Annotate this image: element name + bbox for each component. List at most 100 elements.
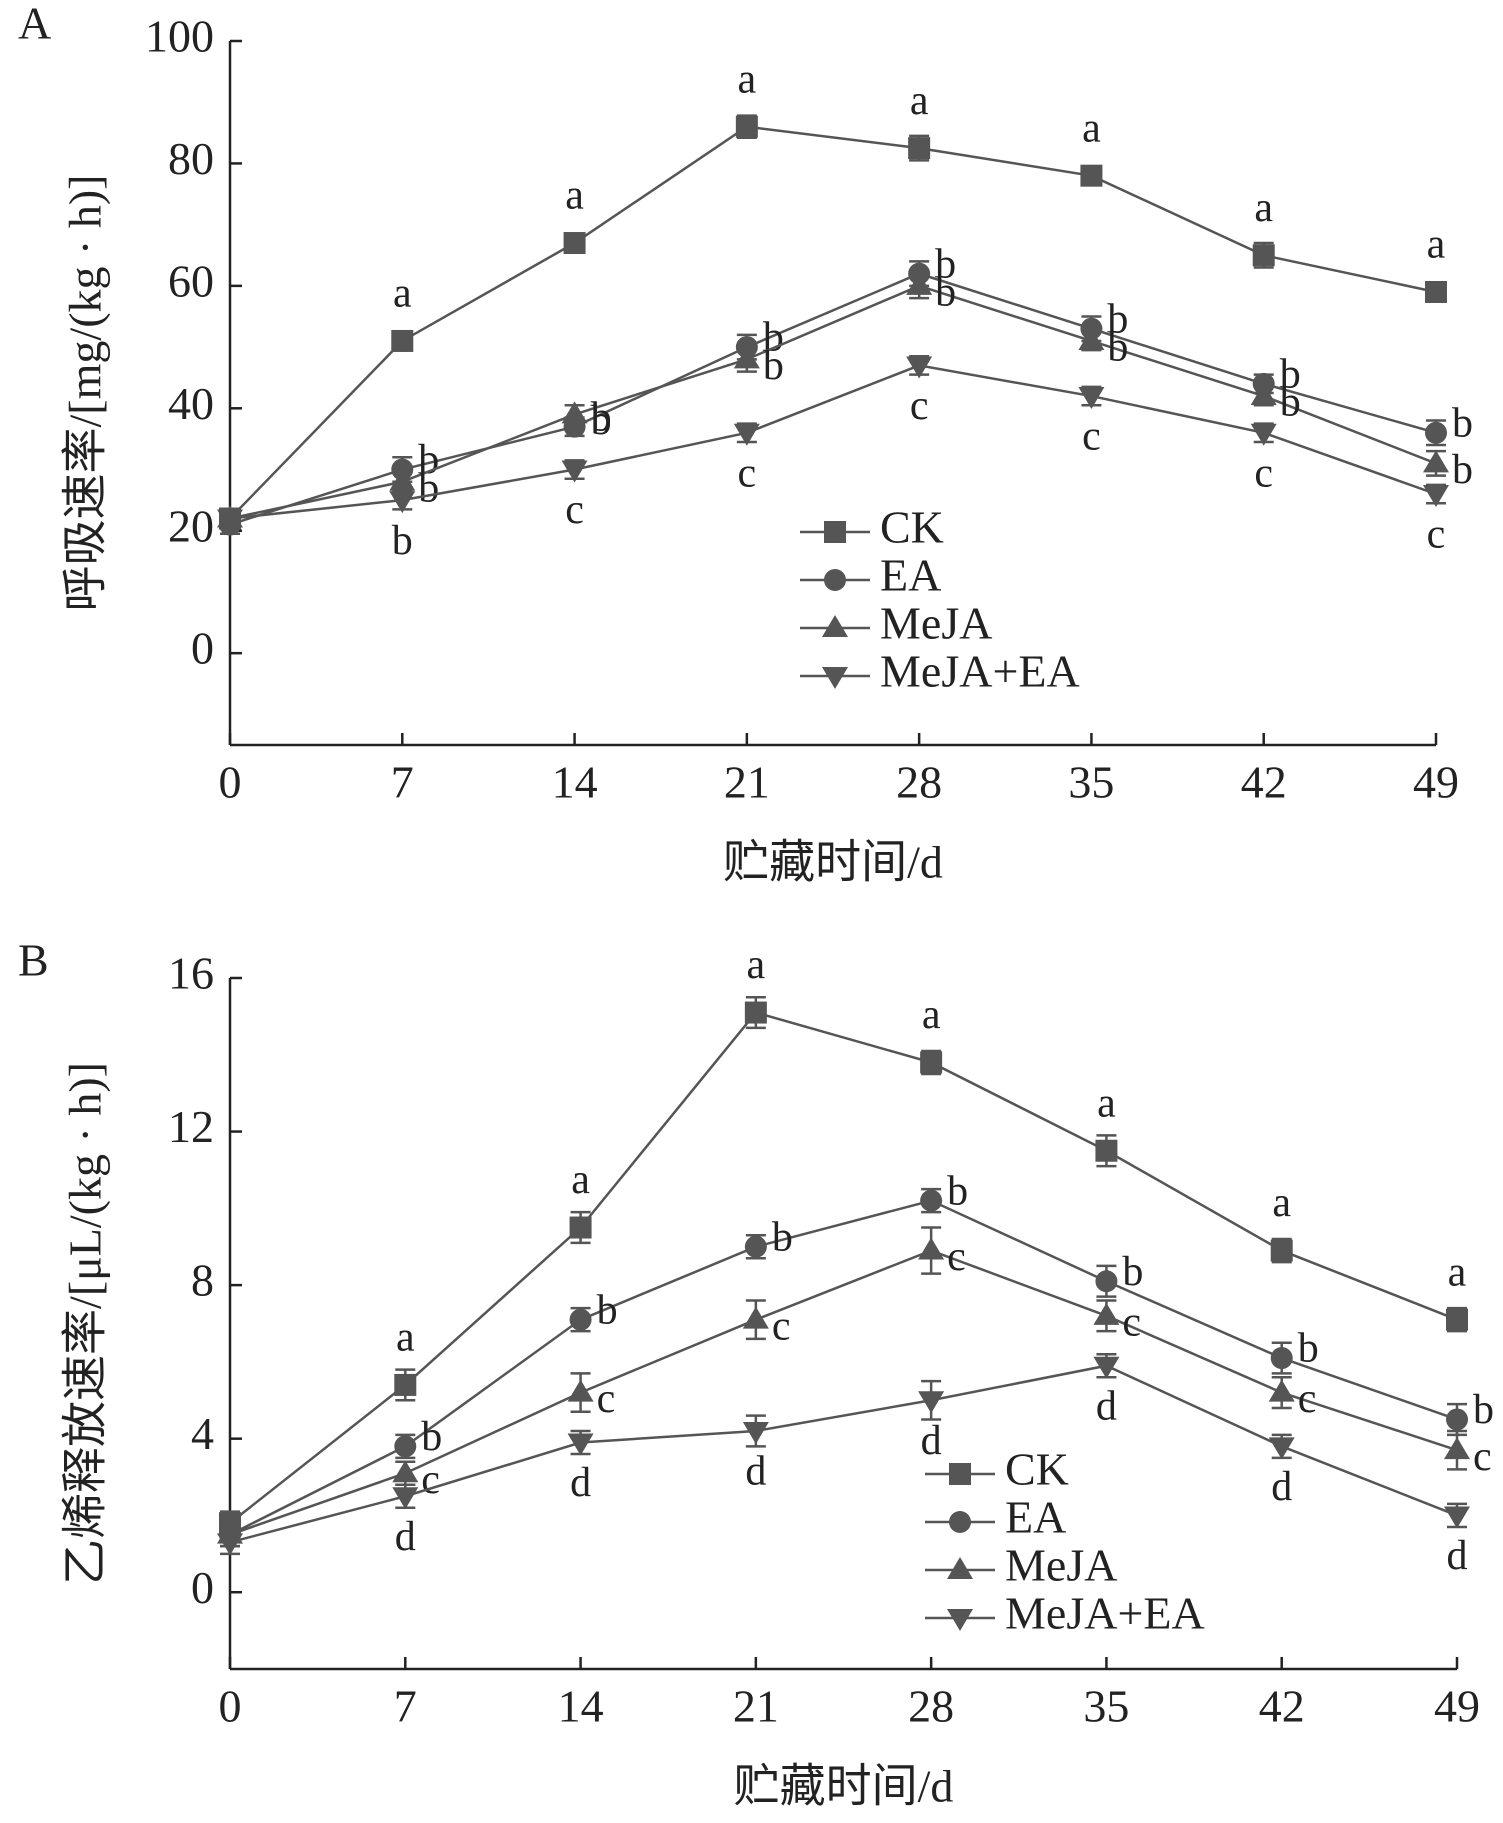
series-line xyxy=(229,364,1437,520)
significance-letter: a xyxy=(1427,222,1446,268)
marker xyxy=(392,1487,419,1510)
significance-letter: c xyxy=(1298,1376,1317,1422)
significance-letter: a xyxy=(1097,1080,1116,1126)
significance-letter: b xyxy=(935,270,956,316)
y-tick-label: 0 xyxy=(191,1562,214,1613)
significance-letter: d xyxy=(921,1418,942,1464)
marker xyxy=(1250,383,1277,406)
panel-label: A xyxy=(18,0,51,49)
marker xyxy=(567,1433,594,1456)
significance-letter: b xyxy=(421,1414,442,1460)
significance-letter: b xyxy=(1122,1249,1143,1295)
x-tick-label: 7 xyxy=(394,1681,417,1732)
significance-letter: a xyxy=(747,942,766,988)
marker xyxy=(1425,280,1447,303)
x-tick-label: 0 xyxy=(219,757,242,808)
marker xyxy=(918,1391,945,1414)
significance-letter: b xyxy=(597,1287,618,1333)
legend-label: EA xyxy=(1005,1492,1066,1543)
significance-letter: b xyxy=(591,394,612,440)
marker xyxy=(563,232,586,255)
significance-letter: b xyxy=(763,343,784,389)
significance-letter: a xyxy=(1082,105,1101,151)
series-line xyxy=(229,125,1437,520)
series-line xyxy=(229,1011,1458,1525)
marker xyxy=(906,356,933,379)
x-tick-label: 21 xyxy=(724,757,770,808)
y-tick-label: 20 xyxy=(168,500,214,551)
marker xyxy=(1444,1506,1470,1529)
y-tick-label: 0 xyxy=(191,623,214,674)
marker xyxy=(744,1001,767,1024)
y-tick-label: 40 xyxy=(168,378,214,429)
y-tick-label: 16 xyxy=(168,948,214,999)
marker xyxy=(920,1189,943,1212)
y-axis-label: 乙烯释放速率/[μL/(kg · h)] xyxy=(60,1062,111,1585)
significance-letter: a xyxy=(393,271,412,317)
significance-letter: b xyxy=(1280,351,1301,397)
marker xyxy=(1078,387,1105,410)
significance-letter: c xyxy=(910,383,929,429)
panel-label: B xyxy=(18,935,49,986)
significance-letter: c xyxy=(565,487,584,533)
x-tick-label: 14 xyxy=(558,1681,604,1732)
marker xyxy=(217,509,243,532)
x-tick-label: 42 xyxy=(1259,1681,1305,1732)
marker xyxy=(391,329,414,352)
legend-label: EA xyxy=(880,550,941,601)
y-tick-label: 60 xyxy=(168,255,214,306)
marker xyxy=(217,1533,243,1556)
marker xyxy=(394,1373,417,1396)
x-tick-label: 42 xyxy=(1241,757,1287,808)
marker xyxy=(1425,421,1447,444)
legend-label: MeJA xyxy=(880,598,992,649)
significance-letter: a xyxy=(922,992,941,1038)
marker xyxy=(394,1435,417,1458)
x-tick-label: 28 xyxy=(896,757,942,808)
y-tick-label: 100 xyxy=(145,11,214,62)
x-tick-label: 49 xyxy=(1434,1681,1480,1732)
series-line xyxy=(229,284,1437,520)
x-tick-label: 35 xyxy=(1068,757,1114,808)
marker xyxy=(1093,1302,1120,1325)
y-tick-label: 12 xyxy=(168,1101,214,1152)
significance-letter: b xyxy=(935,241,956,287)
x-tick-label: 7 xyxy=(391,757,414,808)
x-tick-label: 35 xyxy=(1083,1681,1129,1732)
marker xyxy=(392,1460,419,1483)
significance-letter: b xyxy=(1107,296,1128,342)
significance-letter: d xyxy=(1447,1533,1468,1579)
significance-letter: c xyxy=(421,1457,440,1503)
marker xyxy=(742,1306,769,1329)
significance-letter: b xyxy=(1280,380,1301,426)
y-axis-label: 呼吸速率/[mg/(kg · h)] xyxy=(60,175,111,612)
marker xyxy=(744,1235,767,1258)
y-tick-label: 4 xyxy=(191,1408,214,1459)
x-tick-label: 49 xyxy=(1413,757,1459,808)
legend-label: CK xyxy=(1005,1444,1069,1495)
significance-letter: d xyxy=(1096,1383,1117,1429)
significance-letter: b xyxy=(591,398,612,444)
marker xyxy=(906,272,933,295)
marker xyxy=(733,346,760,369)
marker xyxy=(1446,1308,1468,1331)
significance-letter: b xyxy=(392,518,413,564)
significance-letter: b xyxy=(772,1214,793,1260)
legend-label: MeJA xyxy=(1005,1540,1117,1591)
significance-letter: c xyxy=(1122,1299,1141,1345)
marker xyxy=(733,423,760,446)
marker xyxy=(1423,450,1449,473)
significance-letter: c xyxy=(1254,450,1273,496)
significance-letter: b xyxy=(947,1168,968,1214)
legend-marker xyxy=(947,1609,973,1631)
marker xyxy=(389,468,416,491)
significance-letter: a xyxy=(910,78,929,124)
marker xyxy=(908,137,931,160)
significance-letter: a xyxy=(396,1315,415,1361)
significance-letter: c xyxy=(1473,1434,1492,1480)
marker xyxy=(561,401,588,424)
marker xyxy=(1078,327,1105,350)
legend-marker xyxy=(947,1557,973,1579)
significance-letter: b xyxy=(1473,1387,1494,1433)
